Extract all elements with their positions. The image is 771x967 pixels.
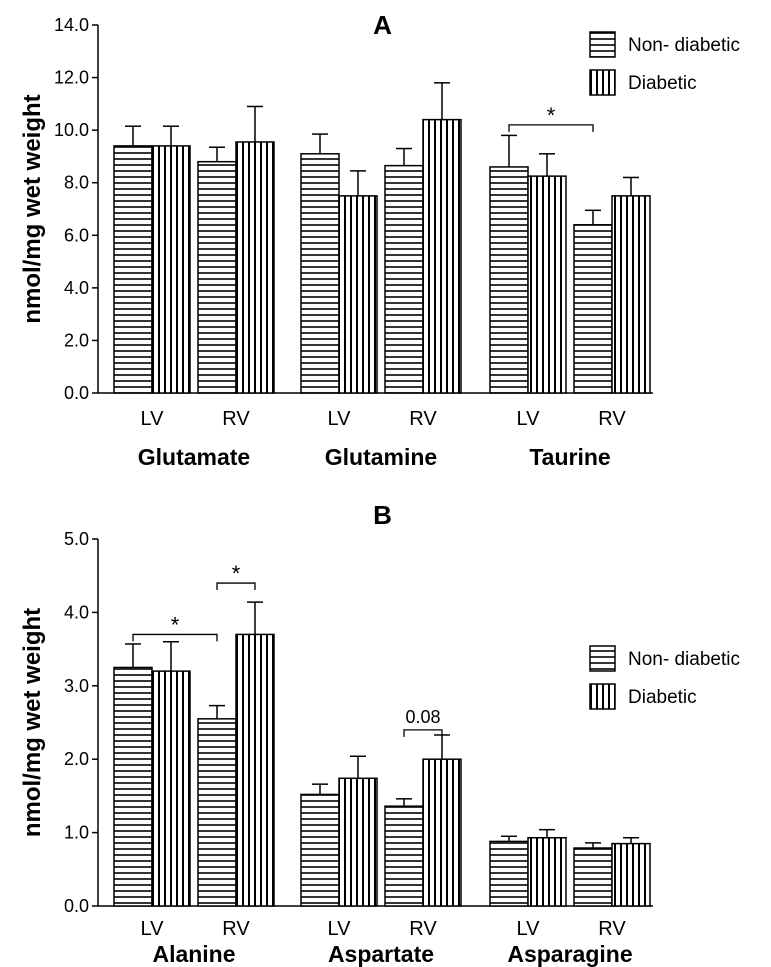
panel-b-y-tick-label: 4.0 bbox=[64, 602, 89, 622]
panel-a-significance-bracket bbox=[508, 124, 594, 132]
panel-a-letter: A bbox=[373, 10, 392, 40]
panel-a-y-tick-label: 6.0 bbox=[64, 225, 89, 245]
panel-b-significance-bracket bbox=[132, 633, 218, 642]
panel-a-bar-taurine-lv-non-diabetic bbox=[489, 166, 529, 394]
panel-b-letter: B bbox=[373, 500, 392, 530]
panel-a-bar-glutamine-rv-non-diabetic bbox=[384, 164, 424, 394]
panel-b-bar-aspartate-lv-non-diabetic bbox=[300, 793, 340, 907]
panel-b-y-axis-title: nmol/mg wet weight bbox=[19, 608, 46, 837]
panel-a-legend-swatch bbox=[589, 69, 616, 96]
panel-b-significance-label: 0.08 bbox=[405, 707, 440, 727]
panel-b-significance-bracket bbox=[216, 582, 256, 591]
panel-b-legend-label: Non- diabetic bbox=[628, 649, 740, 670]
panel-b-y-tick-label: 2.0 bbox=[64, 749, 89, 769]
panel-b-significance-label: * bbox=[232, 561, 241, 586]
panel-b-group-label: Asparagine bbox=[507, 941, 632, 967]
panel-b-ventricle-label: LV bbox=[328, 918, 352, 940]
panel-b-group-label: Aspartate bbox=[328, 941, 434, 967]
panel-a-y-tick-label: 4.0 bbox=[64, 278, 89, 298]
panel-b-bar-aspartate-lv-diabetic bbox=[338, 777, 378, 907]
panel-b-group-label: Alanine bbox=[152, 941, 235, 967]
panel-a-ventricle-label: LV bbox=[141, 408, 165, 430]
panel-b-significance-bracket bbox=[403, 729, 443, 737]
panel-a-bar-taurine-lv-diabetic bbox=[527, 175, 567, 394]
panel-a-group-label: Taurine bbox=[529, 444, 610, 470]
panel-a-y-tick-label: 8.0 bbox=[64, 173, 89, 193]
panel-a-bar-glutamate-rv-diabetic bbox=[235, 141, 275, 394]
panel-a-bar-glutamine-rv-diabetic bbox=[422, 118, 462, 394]
panel-a-bar-glutamine-lv-non-diabetic bbox=[300, 153, 340, 394]
panel-b-y-tick-label: 0.0 bbox=[64, 896, 89, 916]
panel-b-bar-alanine-rv-non-diabetic bbox=[197, 718, 237, 907]
panel-b-ventricle-label: LV bbox=[141, 918, 165, 940]
panel-b-bar-asparagine-lv-diabetic bbox=[527, 836, 567, 907]
panel-a-legend-swatch bbox=[589, 31, 616, 58]
panel-b-bar-asparagine-rv-diabetic bbox=[611, 842, 651, 907]
panel-b-ventricle-label: LV bbox=[517, 918, 541, 940]
panel-a-chart: A 0.0 2.0 4.0 6.0 8.0 10.0 12.0 14.0 nmol/mg wet … bbox=[19, 10, 740, 470]
panel-a-legend-label: Non- diabetic bbox=[628, 35, 740, 56]
panel-a-ventricle-label: RV bbox=[598, 408, 626, 430]
panel-a-bar-glutamate-lv-non-diabetic bbox=[113, 145, 153, 394]
panel-b-bar-aspartate-rv-non-diabetic bbox=[384, 805, 424, 907]
panel-a-ventricle-label: LV bbox=[517, 408, 541, 430]
panel-b-ventricle-label: RV bbox=[222, 918, 250, 940]
panel-a-bar-taurine-rv-non-diabetic bbox=[573, 224, 613, 394]
panel-a-y-tick-label: 12.0 bbox=[54, 68, 89, 88]
panel-b-legend-label: Diabetic bbox=[628, 687, 697, 708]
panel-b-bar-alanine-rv-diabetic bbox=[235, 633, 275, 907]
panel-a-y-tick-label: 2.0 bbox=[64, 330, 89, 350]
panel-b-ventricle-label: RV bbox=[598, 918, 626, 940]
panel-a-significance-label: * bbox=[547, 103, 556, 128]
panel-b-legend-swatch bbox=[589, 645, 616, 672]
panel-a-bar-glutamate-rv-non-diabetic bbox=[197, 160, 237, 394]
panel-b-significance-label: * bbox=[171, 612, 180, 637]
panel-b-bar-alanine-lv-non-diabetic bbox=[113, 666, 153, 907]
panel-a-y-tick-label: 14.0 bbox=[54, 15, 89, 35]
panel-b-ventricle-label: RV bbox=[409, 918, 437, 940]
panel-b-bar-asparagine-lv-non-diabetic bbox=[489, 840, 529, 907]
panel-a-bar-glutamine-lv-diabetic bbox=[338, 195, 378, 394]
panel-b-bar-alanine-lv-diabetic bbox=[151, 670, 191, 907]
panel-b-y-tick-label: 5.0 bbox=[64, 529, 89, 549]
panel-a-y-tick-label: 0.0 bbox=[64, 383, 89, 403]
panel-b-bar-aspartate-rv-diabetic bbox=[422, 758, 462, 907]
panel-a-ventricle-label: LV bbox=[328, 408, 352, 430]
panel-b-y-tick-label: 1.0 bbox=[64, 823, 89, 843]
panel-a-y-tick-label: 10.0 bbox=[54, 120, 89, 140]
panel-a-y-axis-title: nmol/mg wet weight bbox=[19, 94, 46, 323]
panel-a-bar-glutamate-lv-diabetic bbox=[151, 145, 191, 394]
panel-a-bar-taurine-rv-diabetic bbox=[611, 195, 651, 394]
panel-b-y-tick-label: 3.0 bbox=[64, 676, 89, 696]
panel-a-group-label: Glutamate bbox=[138, 444, 250, 470]
panel-b-chart: B 0.0 1.0 2.0 3.0 4.0 5.0 nmol/mg wet weight LV R… bbox=[19, 500, 740, 967]
panel-a-legend-label: Diabetic bbox=[628, 73, 697, 94]
panel-a-ventricle-label: RV bbox=[222, 408, 250, 430]
panel-a-ventricle-label: RV bbox=[409, 408, 437, 430]
panel-b-legend-swatch bbox=[589, 683, 616, 710]
panel-b-bar-asparagine-rv-non-diabetic bbox=[573, 847, 613, 907]
panel-a-group-label: Glutamine bbox=[325, 444, 437, 470]
